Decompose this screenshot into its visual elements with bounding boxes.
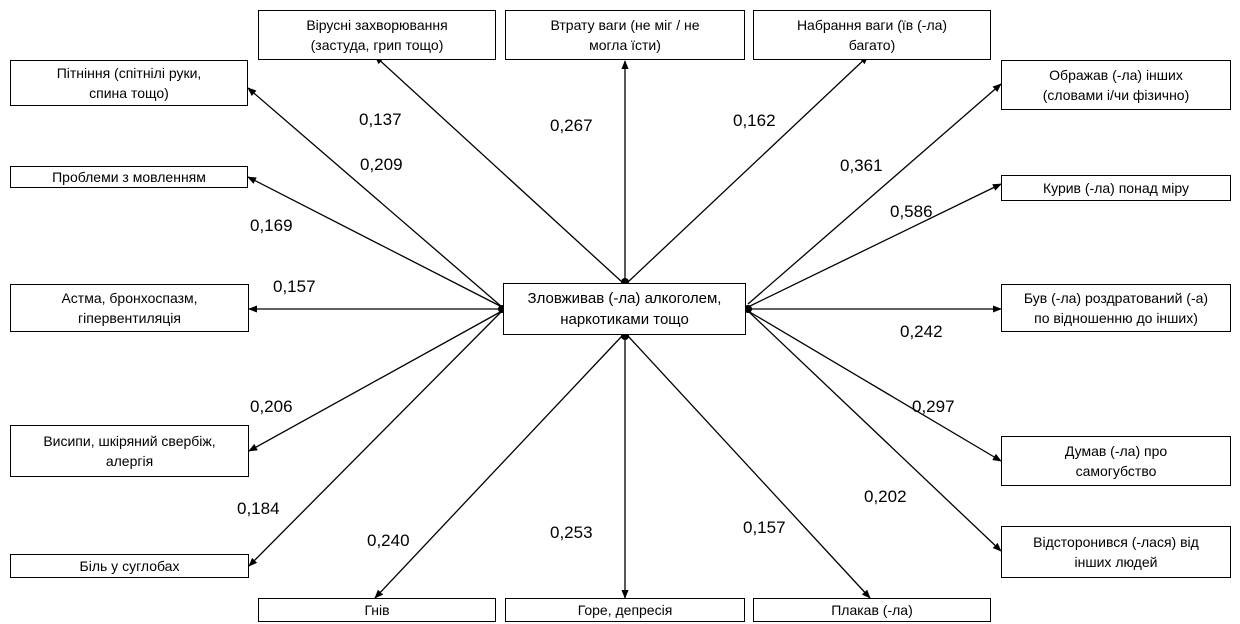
node-weight-gain: Набрання ваги (їв (-ла) багато) [753,10,991,60]
node-joints: Біль у суглобах [10,554,249,578]
node-cried: Плакав (-ла) [753,598,991,622]
node-grief: Горе, депресія [505,598,745,622]
arrow-insulted [747,83,1002,305]
arrow-speech [247,176,503,308]
coef-asthma: 0,157 [273,277,316,296]
arrow-viral [374,55,623,283]
arrow-smoked [747,183,1002,308]
node-irritated: Був (-ла) роздратований (-а) по відношен… [1001,284,1231,332]
coef-viral: 0,137 [359,110,402,129]
node-withdrew: Відсторонився (-лася) від інших людей [1001,526,1231,578]
coef-anger: 0,240 [367,531,410,550]
hub-dot-right [744,305,752,313]
coef-irritated: 0,242 [900,322,943,341]
arrow-weight-gain [627,55,869,283]
coef-grief: 0,253 [550,523,593,542]
arrow-joints [248,310,503,567]
arrow-rash [248,310,503,452]
coef-joints: 0,184 [237,499,280,518]
node-insulted: Ображав (-ла) інших (словами і/чи фізичн… [1001,60,1231,110]
arrow-cried [627,335,871,599]
coef-sweating: 0,209 [360,155,403,174]
coef-suicide: 0,297 [912,397,955,416]
coef-cried: 0,157 [743,518,786,537]
node-weight-loss: Втрату ваги (не міг / не могла їсти) [505,10,745,60]
coef-smoked: 0,586 [890,202,933,221]
coef-rash: 0,206 [250,397,293,416]
arrow-anger [374,335,623,599]
node-asthma: Астма, бронхоспазм, гіпервентиляція [10,284,249,332]
coef-speech: 0,169 [250,216,293,235]
coef-insulted: 0,361 [840,156,883,175]
node-smoked: Курив (-ла) понад міру [1001,175,1231,201]
node-anger: Гнів [258,598,496,622]
node-speech: Проблеми з мовленням [10,166,248,188]
coef-withdrew: 0,202 [864,487,907,506]
node-suicide: Думав (-ла) про самогубство [1001,436,1231,486]
coef-weight-gain: 0,162 [733,111,776,130]
arrow-sweating [247,87,503,308]
node-rash: Висипи, шкіряний свербіж, алергія [10,425,249,477]
arrow-suicide [747,310,1002,462]
arrow-withdrew [747,310,1002,552]
node-sweating: Пітніння (спітнілі руки, спина тощо) [10,60,248,106]
coef-weight-loss: 0,267 [550,116,593,135]
node-viral: Вірусні захворювання (застуда, грип тощо… [258,10,496,60]
center-node: Зловживав (-ла) алкоголем, наркотиками т… [503,283,746,335]
